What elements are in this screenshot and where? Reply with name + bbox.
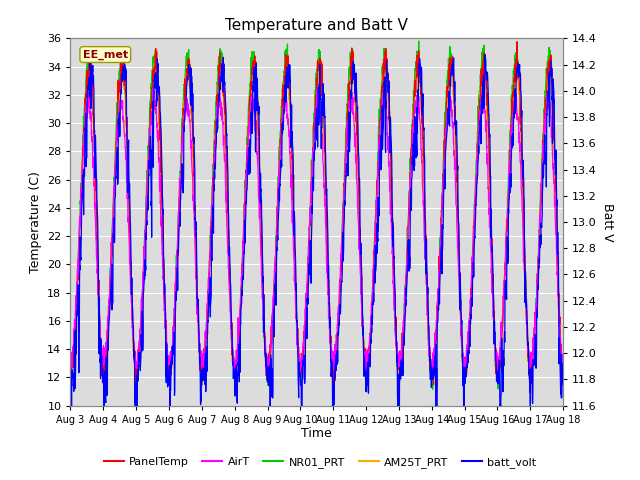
Text: EE_met: EE_met	[83, 49, 128, 60]
Y-axis label: Temperature (C): Temperature (C)	[29, 171, 42, 273]
Title: Temperature and Batt V: Temperature and Batt V	[225, 18, 408, 33]
X-axis label: Time: Time	[301, 427, 332, 441]
Y-axis label: Batt V: Batt V	[601, 203, 614, 241]
Legend: PanelTemp, AirT, NR01_PRT, AM25T_PRT, batt_volt: PanelTemp, AirT, NR01_PRT, AM25T_PRT, ba…	[99, 452, 541, 472]
